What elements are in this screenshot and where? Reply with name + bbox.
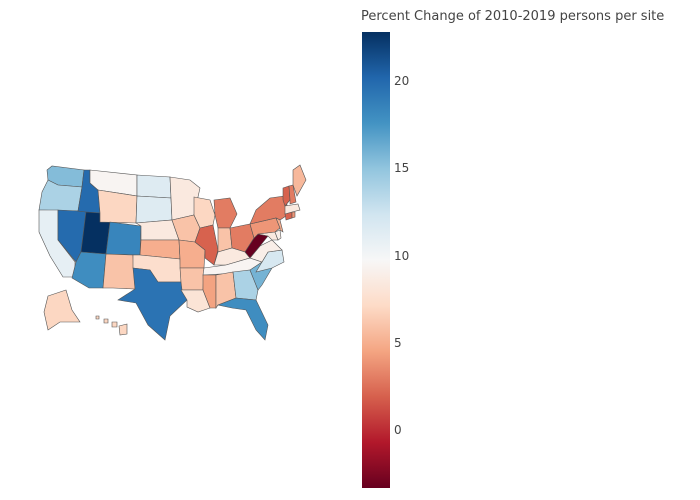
state-ny[interactable] — [249, 195, 290, 225]
state-vt[interactable] — [282, 185, 291, 207]
colorbar-tick-20: 20 — [394, 74, 410, 89]
state-sd[interactable] — [135, 195, 173, 224]
state-ri[interactable] — [291, 211, 296, 219]
state-hi[interactable] — [95, 315, 128, 336]
state-wy[interactable] — [97, 189, 138, 224]
colorbar-tick-10: 10 — [394, 248, 410, 263]
colorbar-gradient — [362, 32, 390, 488]
state-tx[interactable] — [117, 267, 188, 341]
state-ms[interactable] — [202, 274, 217, 309]
colorbar-tick-0: 0 — [394, 422, 402, 437]
colorbar-title: Percent Change of 2010-2019 persons per … — [361, 9, 665, 24]
state-ma[interactable] — [284, 203, 301, 215]
state-co[interactable] — [105, 221, 142, 256]
state-ar[interactable] — [179, 267, 205, 291]
state-ne[interactable] — [135, 219, 180, 241]
state-de[interactable] — [274, 229, 282, 241]
colorbar-tick-15: 15 — [394, 161, 410, 176]
state-ga[interactable] — [232, 269, 259, 301]
state-mi[interactable] — [213, 197, 238, 229]
state-va[interactable] — [249, 239, 283, 263]
state-fl[interactable] — [216, 297, 269, 341]
colorbar-tick-5: 5 — [394, 335, 402, 350]
state-me[interactable] — [292, 164, 307, 197]
state-il[interactable] — [194, 224, 219, 266]
state-nd[interactable] — [136, 174, 172, 199]
state-nh[interactable] — [288, 184, 297, 205]
state-nj[interactable] — [275, 217, 284, 233]
state-ak[interactable] — [43, 289, 81, 331]
state-nm[interactable] — [102, 253, 136, 290]
